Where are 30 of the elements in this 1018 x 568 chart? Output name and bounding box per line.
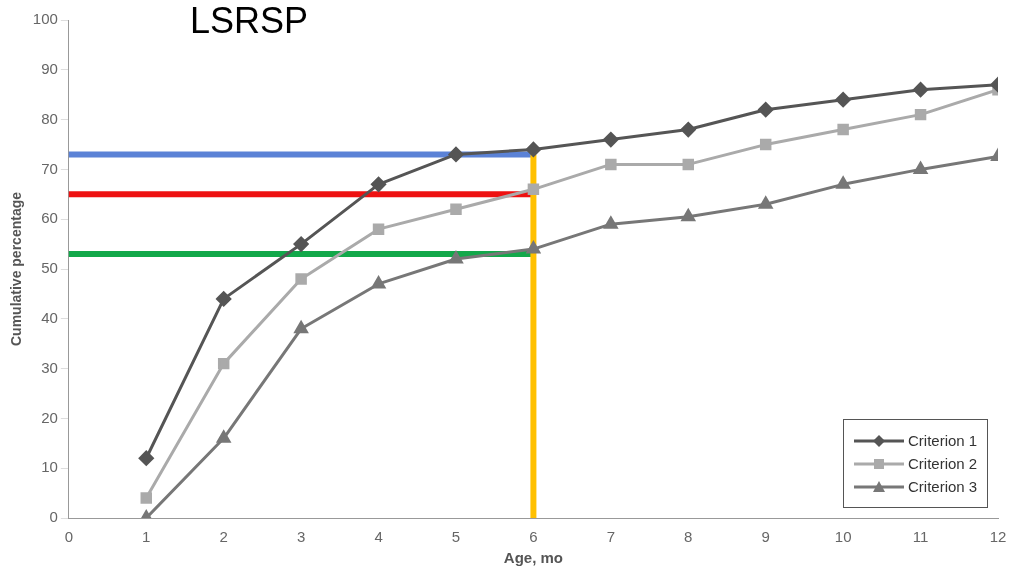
y-axis-title: Cumulative percentage [8, 191, 25, 347]
y-tick-label: 60 [41, 209, 58, 227]
x-tick-label: 6 [529, 528, 538, 546]
y-tick-label: 0 [49, 508, 58, 526]
y-tick-label: 80 [41, 109, 58, 127]
x-tick-label: 3 [296, 528, 306, 546]
legend-label: Criterion 3 [908, 478, 978, 495]
chart-title: LSRSP [190, 0, 309, 42]
x-tick-label: 5 [451, 528, 461, 546]
x-tick-label: 9 [761, 528, 770, 546]
y-tick-label: 100 [32, 10, 58, 28]
x-tick-label: 1 [142, 528, 151, 546]
y-tick-label: 20 [41, 408, 58, 426]
x-tick-label: 12 [989, 528, 1007, 546]
y-tick-label: 40 [41, 308, 58, 326]
x-tick-label: 7 [606, 528, 616, 546]
x-tick-label: 11 [912, 528, 929, 546]
y-tick-label: 10 [41, 458, 58, 476]
legend-label: Criterion 1 [908, 432, 978, 449]
y-tick-label: 70 [41, 159, 58, 177]
legend-label: Criterion 2 [908, 455, 978, 472]
x-tick-label: 4 [374, 528, 383, 546]
x-tick-label: 2 [219, 528, 228, 546]
x-tick-label: 0 [64, 528, 73, 546]
y-tick-label: 30 [41, 358, 58, 376]
y-tick-label: 90 [41, 59, 58, 77]
y-tick-label: 50 [41, 259, 58, 277]
x-axis-title: Age, mo [503, 549, 564, 567]
x-tick-label: 10 [834, 528, 852, 546]
x-tick-label: 8 [684, 528, 693, 546]
